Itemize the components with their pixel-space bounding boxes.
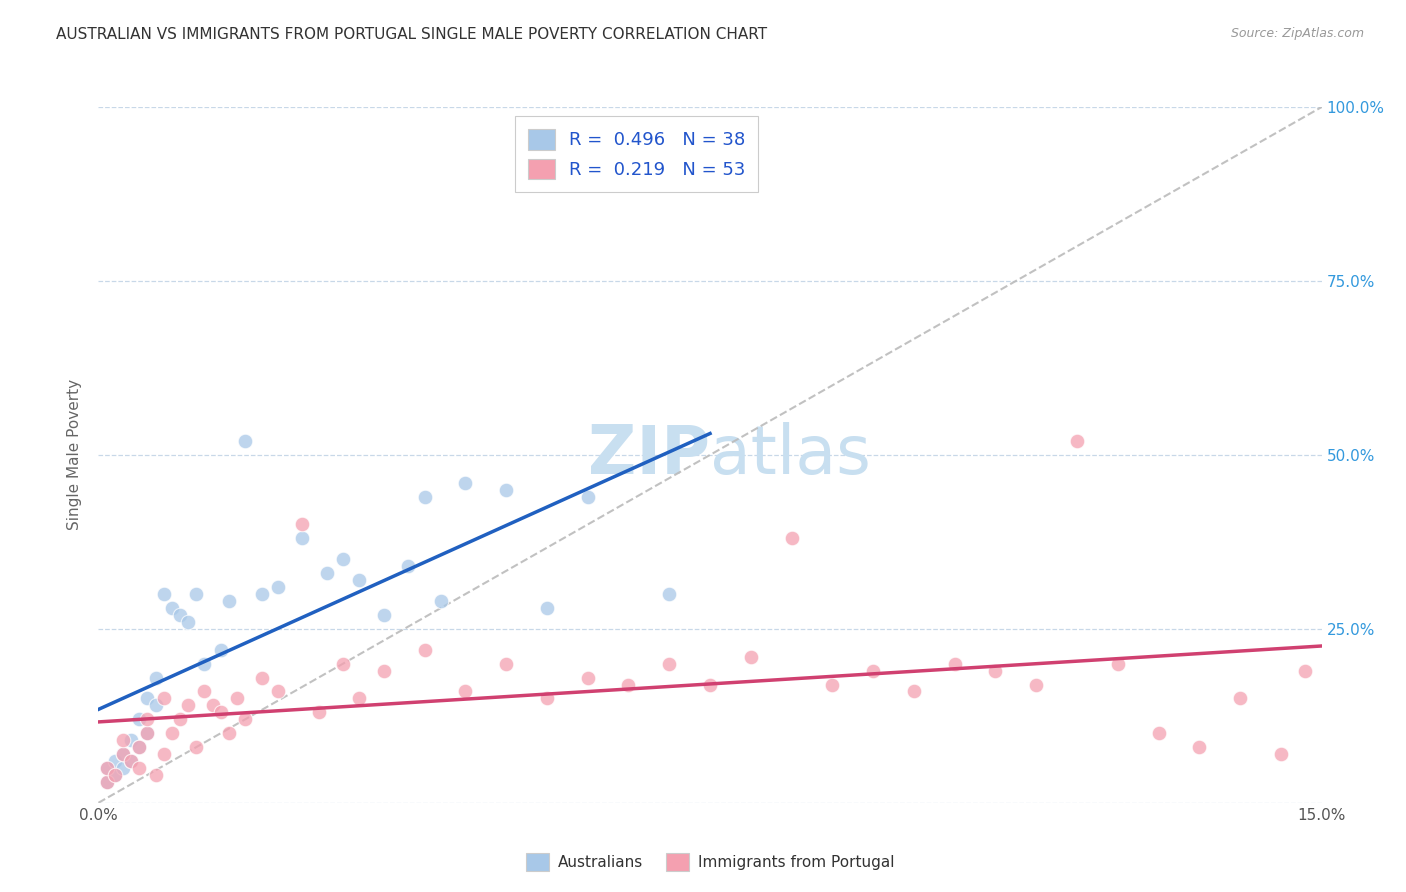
Point [111, 747, 134, 761]
Point [120, 754, 142, 768]
Point [349, 691, 371, 706]
Point [201, 698, 224, 713]
Point [332, 657, 354, 671]
Point [136, 712, 159, 726]
Text: ZIP: ZIP [588, 422, 710, 488]
Point [267, 580, 290, 594]
Point [209, 706, 232, 720]
Point [111, 761, 134, 775]
Point [160, 601, 183, 615]
Point [136, 726, 159, 740]
Point [332, 552, 354, 566]
Text: AUSTRALIAN VS IMMIGRANTS FROM PORTUGAL SINGLE MALE POVERTY CORRELATION CHART: AUSTRALIAN VS IMMIGRANTS FROM PORTUGAL S… [56, 27, 768, 42]
Point [152, 747, 174, 761]
Point [1107, 657, 1129, 671]
Point [1229, 691, 1251, 706]
Point [943, 657, 966, 671]
Point [658, 657, 681, 671]
Point [617, 677, 640, 691]
Point [128, 740, 150, 755]
Point [111, 733, 134, 747]
Point [454, 684, 477, 698]
Point [145, 671, 167, 685]
Point [96, 775, 118, 789]
Point [413, 490, 436, 504]
Point [454, 475, 477, 490]
Point [104, 768, 127, 782]
Legend: Australians, Immigrants from Portugal: Australians, Immigrants from Portugal [517, 846, 903, 879]
Point [177, 698, 200, 713]
Point [495, 657, 517, 671]
Point [1188, 740, 1211, 755]
Point [186, 740, 208, 755]
Point [218, 594, 240, 608]
Point [104, 768, 127, 782]
Point [145, 768, 167, 782]
Point [128, 712, 150, 726]
Point [315, 566, 337, 581]
Point [111, 747, 134, 761]
Point [740, 649, 762, 664]
Point [177, 615, 200, 629]
Point [120, 733, 142, 747]
Point [699, 677, 721, 691]
Point [145, 698, 167, 713]
Point [1270, 747, 1292, 761]
Point [396, 559, 419, 574]
Point [193, 657, 215, 671]
Point [373, 607, 395, 622]
Point [193, 684, 215, 698]
Point [291, 532, 314, 546]
Point [1066, 434, 1088, 448]
Point [862, 664, 884, 678]
Point [903, 684, 925, 698]
Point [218, 726, 240, 740]
Point [576, 490, 599, 504]
Point [152, 587, 174, 601]
Point [169, 607, 191, 622]
Point [373, 664, 395, 678]
Point [308, 706, 330, 720]
Point [120, 754, 142, 768]
Point [104, 754, 127, 768]
Point [136, 691, 159, 706]
Point [160, 726, 183, 740]
Point [495, 483, 517, 497]
Y-axis label: Single Male Poverty: Single Male Poverty [67, 379, 83, 531]
Point [186, 587, 208, 601]
Point [1025, 677, 1047, 691]
Point [128, 740, 150, 755]
Point [821, 677, 844, 691]
Point [233, 434, 256, 448]
Text: atlas: atlas [710, 422, 870, 488]
Point [536, 691, 558, 706]
Point [658, 587, 681, 601]
Point [413, 642, 436, 657]
Point [267, 684, 290, 698]
Point [780, 532, 803, 546]
Point [226, 691, 249, 706]
Point [349, 573, 371, 587]
Point [136, 726, 159, 740]
Point [536, 601, 558, 615]
Point [169, 712, 191, 726]
Point [291, 517, 314, 532]
Point [96, 761, 118, 775]
Point [1294, 664, 1316, 678]
Point [96, 761, 118, 775]
Point [250, 587, 273, 601]
Point [250, 671, 273, 685]
Point [233, 712, 256, 726]
Point [576, 671, 599, 685]
Point [128, 761, 150, 775]
Point [1147, 726, 1170, 740]
Point [430, 594, 453, 608]
Point [984, 664, 1007, 678]
Text: Source: ZipAtlas.com: Source: ZipAtlas.com [1230, 27, 1364, 40]
Point [209, 642, 232, 657]
Point [152, 691, 174, 706]
Point [96, 775, 118, 789]
